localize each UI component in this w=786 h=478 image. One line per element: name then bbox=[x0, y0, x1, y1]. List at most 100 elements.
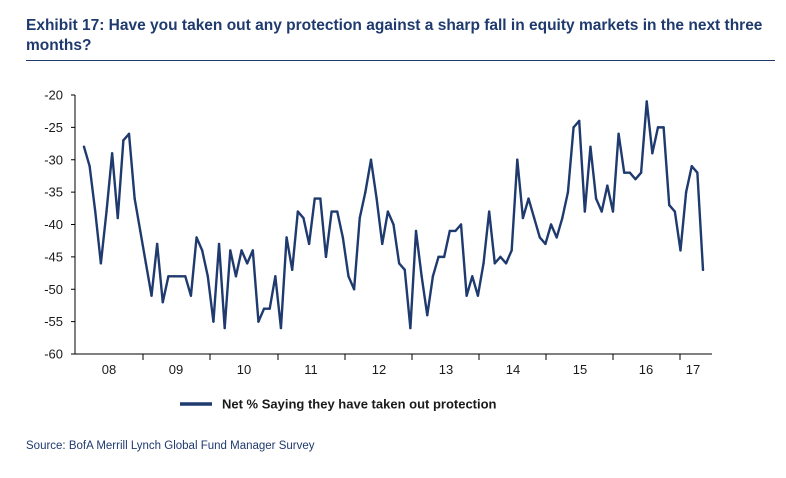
data-point bbox=[358, 216, 361, 220]
data-point bbox=[229, 249, 232, 252]
data-point bbox=[634, 177, 637, 181]
data-point bbox=[448, 229, 451, 233]
data-point bbox=[257, 320, 260, 323]
data-point bbox=[302, 216, 305, 220]
data-point bbox=[594, 197, 598, 200]
x-ticks bbox=[142, 354, 681, 360]
data-point bbox=[268, 307, 271, 310]
data-point bbox=[217, 242, 221, 246]
data-point bbox=[442, 255, 446, 259]
data-point bbox=[105, 210, 108, 213]
y-tick-label: -60 bbox=[44, 347, 63, 362]
data-point bbox=[234, 275, 238, 278]
data-point bbox=[549, 223, 553, 226]
data-point bbox=[465, 294, 468, 297]
data-point bbox=[307, 242, 311, 246]
title-rule bbox=[26, 60, 775, 61]
data-point bbox=[589, 145, 592, 148]
legend: Net % Saying they have taken out protect… bbox=[180, 397, 497, 412]
data-point bbox=[386, 210, 390, 213]
x-tick-label: 14 bbox=[506, 362, 520, 377]
data-point bbox=[172, 275, 176, 278]
data-point bbox=[369, 158, 373, 161]
y-tick-label: -20 bbox=[44, 88, 63, 103]
data-point bbox=[527, 197, 530, 200]
x-tick-label: 17 bbox=[686, 362, 700, 377]
data-point bbox=[628, 171, 632, 174]
data-point bbox=[662, 126, 665, 129]
data-point bbox=[510, 249, 513, 252]
data-point bbox=[296, 210, 300, 213]
x-tick-label: 08 bbox=[102, 362, 116, 377]
data-point bbox=[279, 326, 283, 330]
data-point bbox=[403, 268, 406, 272]
line-chart: -20 -25 -30 -35 -40 -45 -50 -55 -60 08 09 10 11 12 13… bbox=[44, 88, 712, 412]
data-point bbox=[127, 132, 131, 136]
data-point bbox=[206, 275, 209, 278]
data-point bbox=[82, 145, 86, 148]
data-point bbox=[504, 262, 508, 265]
data-point bbox=[330, 210, 333, 213]
data-point bbox=[99, 262, 103, 265]
data-point bbox=[420, 275, 423, 278]
data-point bbox=[583, 210, 587, 213]
data-point bbox=[375, 197, 378, 200]
series-line bbox=[82, 100, 705, 330]
x-tick-label: 10 bbox=[237, 362, 251, 377]
x-tick-label: 09 bbox=[169, 362, 183, 377]
data-point bbox=[88, 165, 91, 168]
x-tick-label: 16 bbox=[639, 362, 653, 377]
y-tick-label: -50 bbox=[44, 282, 63, 297]
data-point bbox=[200, 249, 204, 252]
data-point bbox=[133, 197, 136, 200]
data-point bbox=[240, 249, 243, 252]
data-point bbox=[291, 268, 294, 272]
data-point bbox=[617, 132, 620, 136]
data-point bbox=[319, 197, 322, 200]
y-tick-label: -25 bbox=[44, 120, 63, 135]
data-point bbox=[116, 216, 119, 220]
data-point bbox=[555, 236, 558, 239]
data-point bbox=[189, 294, 193, 297]
data-point bbox=[223, 326, 226, 330]
data-point bbox=[482, 262, 485, 265]
data-point bbox=[639, 171, 643, 174]
data-point bbox=[611, 210, 615, 213]
data-point bbox=[397, 262, 401, 265]
data-point bbox=[645, 100, 648, 103]
data-point bbox=[651, 152, 654, 155]
data-point bbox=[516, 158, 519, 161]
data-point bbox=[684, 190, 688, 194]
data-point bbox=[178, 275, 181, 278]
data-point bbox=[538, 236, 542, 239]
data-point bbox=[696, 171, 699, 174]
data-point bbox=[94, 210, 97, 213]
data-point bbox=[673, 210, 677, 213]
data-point bbox=[499, 255, 502, 259]
data-point bbox=[352, 288, 356, 291]
data-point bbox=[409, 326, 412, 330]
source-note: Source: BofA Merrill Lynch Global Fund M… bbox=[26, 440, 315, 452]
data-point bbox=[561, 216, 564, 220]
data-point bbox=[285, 236, 288, 239]
data-point bbox=[600, 210, 603, 213]
data-point bbox=[195, 236, 198, 239]
data-point bbox=[532, 216, 536, 220]
exhibit-title: Exhibit 17: Have you taken out any prote… bbox=[26, 17, 763, 54]
data-point bbox=[313, 197, 316, 200]
data-point bbox=[212, 320, 215, 323]
data-point bbox=[426, 313, 429, 317]
data-point bbox=[471, 275, 474, 278]
data-point bbox=[167, 275, 170, 278]
data-point bbox=[262, 307, 266, 310]
x-tick-label: 13 bbox=[439, 362, 453, 377]
data-points bbox=[82, 100, 705, 330]
data-point bbox=[623, 171, 626, 174]
data-point bbox=[454, 229, 457, 233]
data-point bbox=[336, 210, 339, 213]
data-point bbox=[578, 119, 581, 123]
x-tick-label: 12 bbox=[372, 362, 386, 377]
y-ticks: -20 -25 -30 -35 -40 -45 -50 -55 -60 bbox=[44, 88, 75, 362]
data-point bbox=[690, 165, 693, 168]
y-tick-label: -35 bbox=[44, 185, 63, 200]
